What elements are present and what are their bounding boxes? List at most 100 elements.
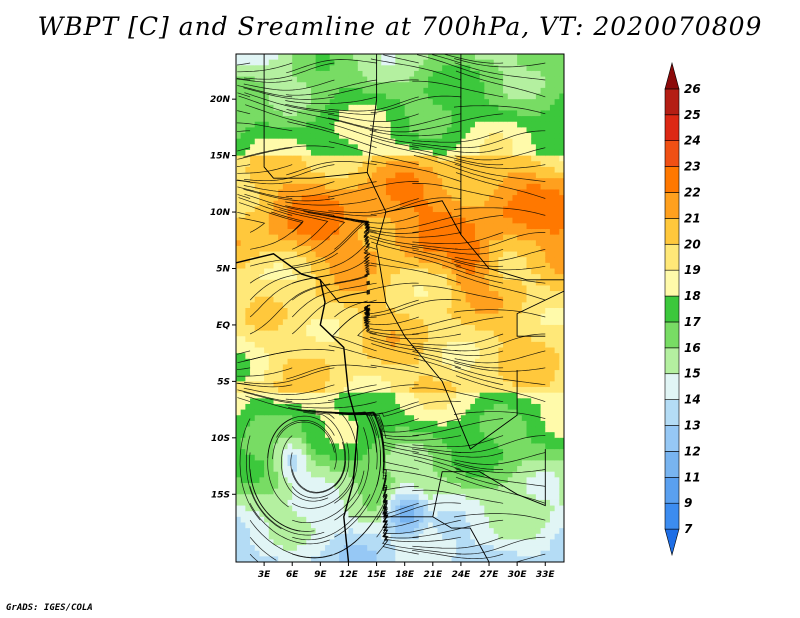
field-cell: [240, 223, 246, 230]
field-cell: [287, 319, 293, 326]
field-cell: [264, 409, 270, 416]
field-cell: [381, 251, 387, 258]
field-cell: [371, 149, 378, 157]
field-cell: [385, 550, 392, 557]
field-cell: [414, 93, 420, 100]
field-cell: [446, 127, 453, 134]
field-cell: [292, 420, 298, 428]
field-cell: [292, 116, 298, 123]
field-cell: [320, 121, 326, 128]
field-cell: [489, 556, 495, 562]
field-cell: [353, 471, 359, 478]
field-cell: [273, 183, 279, 191]
field-cell: [236, 347, 242, 354]
field-cell: [240, 330, 246, 337]
field-cell: [296, 268, 303, 275]
field-cell: [395, 443, 401, 450]
field-cell: [428, 110, 434, 117]
field-cell: [409, 274, 415, 281]
field-cell: [301, 183, 307, 191]
field-cell: [395, 505, 401, 512]
field-cell: [409, 539, 415, 546]
field-cell: [362, 381, 368, 388]
field-cell: [236, 358, 242, 366]
field-cell: [376, 217, 382, 224]
field-cell: [339, 437, 345, 445]
field-cell: [245, 274, 251, 281]
field-cell: [432, 488, 439, 495]
field-cell: [404, 370, 410, 377]
field-cell: [390, 285, 396, 292]
field-cell: [240, 189, 246, 196]
field-cell: [259, 347, 265, 354]
field-cell: [353, 522, 359, 529]
field-cell: [296, 87, 303, 95]
field-cell: [404, 364, 410, 371]
field-cell: [414, 251, 420, 258]
field-cell: [306, 121, 312, 128]
field-cell: [385, 234, 392, 241]
field-cell: [315, 353, 321, 360]
field-cell: [292, 251, 298, 258]
field-cell: [385, 403, 392, 411]
field-cell: [236, 494, 242, 501]
field-cell: [296, 319, 303, 326]
field-cell: [390, 133, 396, 140]
field-cell: [353, 392, 359, 399]
field-cell: [451, 200, 457, 207]
field-cell: [268, 268, 275, 275]
field-cell: [296, 426, 303, 433]
field-cell: [315, 539, 321, 546]
field-cell: [376, 375, 382, 382]
field-cell: [353, 178, 359, 185]
field-cell: [479, 353, 485, 360]
field-cell: [484, 375, 490, 382]
field-cell: [329, 387, 335, 394]
field-cell: [334, 285, 340, 292]
field-cell: [390, 482, 396, 490]
field-cell: [310, 223, 317, 230]
field-cell: [334, 76, 340, 83]
field-cell: [428, 200, 434, 207]
field-cell: [437, 285, 443, 292]
field-cell: [310, 183, 317, 191]
field-cell: [254, 172, 261, 179]
field-cell: [474, 449, 481, 456]
field-cell: [296, 70, 303, 78]
field-cell: [460, 471, 467, 478]
field-cell: [395, 437, 401, 445]
field-cell: [282, 308, 289, 315]
field-cell: [484, 228, 490, 236]
field-cell: [460, 257, 467, 264]
field-cell: [282, 262, 289, 270]
field-cell: [343, 528, 350, 535]
field-cell: [254, 539, 261, 546]
field-cell: [428, 65, 434, 72]
field-cell: [442, 178, 448, 185]
field-cell: [357, 70, 364, 78]
field-cell: [489, 223, 495, 230]
field-cell: [479, 127, 485, 134]
field-cell: [451, 454, 457, 461]
field-cell: [484, 144, 490, 151]
field-cell: [465, 279, 471, 287]
field-cell: [296, 291, 303, 298]
field-cell: [428, 195, 434, 202]
field-cell: [404, 539, 410, 546]
field-cell: [456, 420, 462, 428]
field-cell: [278, 494, 284, 501]
field-cell: [357, 87, 364, 95]
field-cell: [414, 308, 420, 315]
field-cell: [306, 104, 312, 112]
field-cell: [474, 466, 481, 473]
field-cell: [381, 488, 387, 495]
field-cell: [470, 556, 476, 562]
field-cell: [404, 516, 410, 524]
field-cell: [404, 449, 410, 456]
field-cell: [474, 443, 481, 450]
field-cell: [437, 144, 443, 151]
field-cell: [432, 387, 439, 394]
field-cell: [385, 166, 392, 174]
field-cell: [268, 70, 275, 78]
field-cell: [320, 403, 326, 411]
